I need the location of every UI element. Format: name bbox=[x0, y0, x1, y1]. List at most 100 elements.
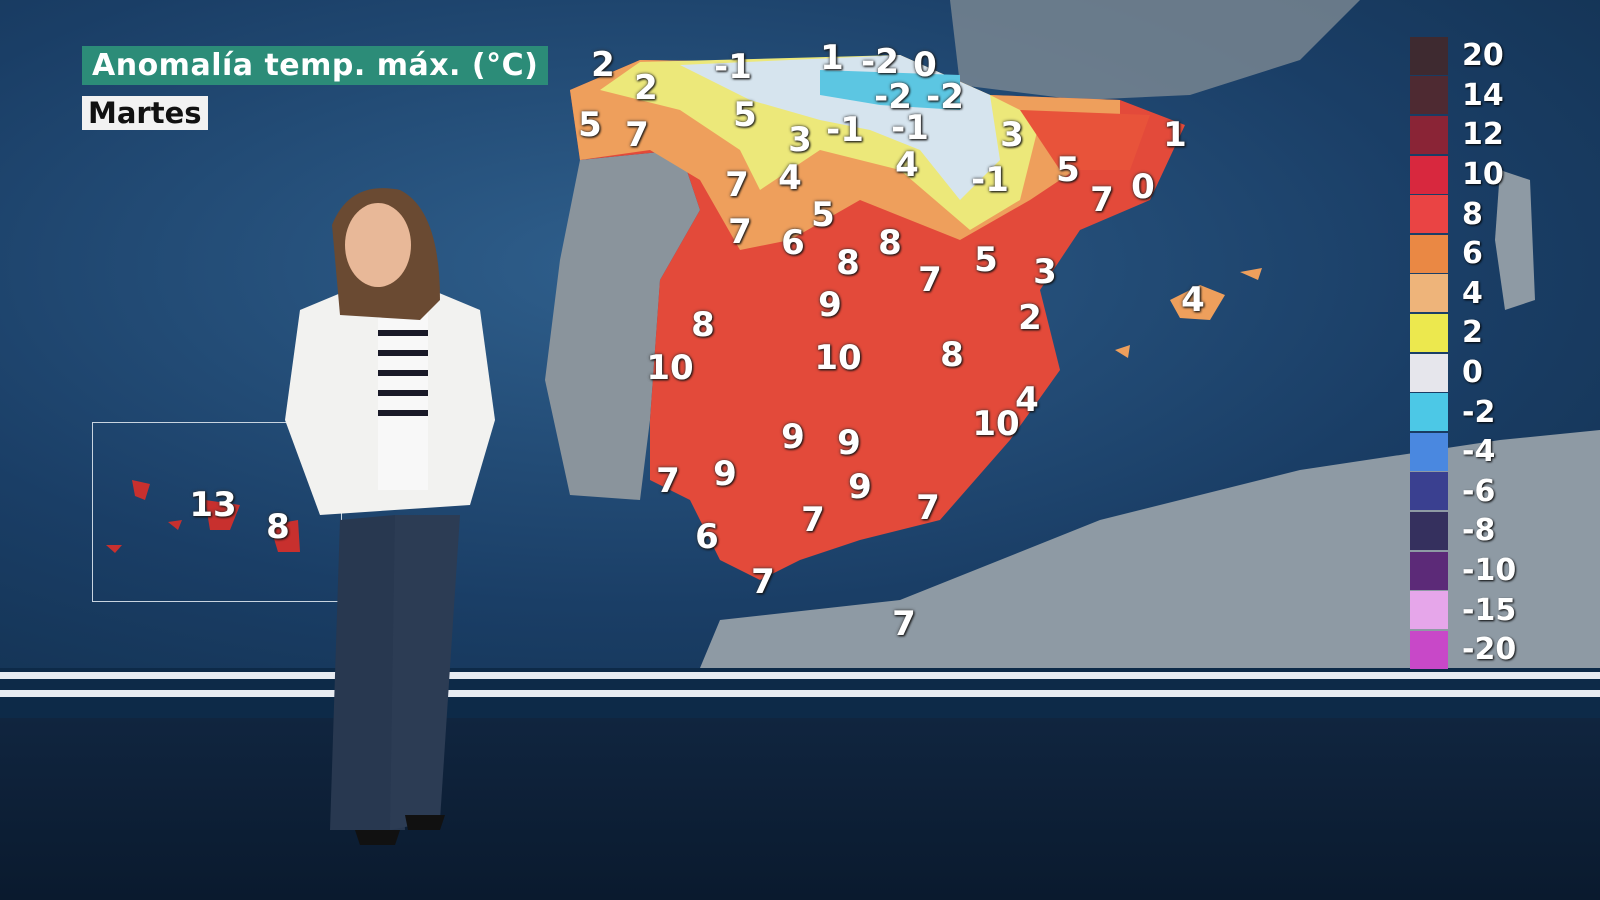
legend-swatch bbox=[1410, 511, 1448, 550]
anomaly-value: 7 bbox=[892, 604, 916, 644]
anomaly-value: 5 bbox=[811, 195, 835, 235]
anomaly-value: 7 bbox=[918, 260, 942, 300]
legend-swatch bbox=[1410, 432, 1448, 471]
legend-row: 8 bbox=[1410, 194, 1540, 234]
anomaly-value: 7 bbox=[625, 115, 649, 155]
balearic-islands bbox=[1115, 268, 1262, 358]
anomaly-value: 5 bbox=[578, 105, 602, 145]
legend-label: 8 bbox=[1462, 196, 1483, 232]
legend-label: 0 bbox=[1462, 355, 1483, 391]
legend-label: 2 bbox=[1462, 315, 1483, 351]
legend-row: -20 bbox=[1410, 630, 1540, 670]
legend-swatch bbox=[1410, 393, 1448, 432]
anomaly-value: 9 bbox=[837, 423, 861, 463]
anomaly-value: 3 bbox=[1033, 252, 1057, 292]
legend-swatch bbox=[1410, 195, 1448, 234]
legend-row: 0 bbox=[1410, 353, 1540, 393]
anomaly-value: 7 bbox=[916, 488, 940, 528]
anomaly-value: 7 bbox=[725, 165, 749, 205]
legend-row: 12 bbox=[1410, 115, 1540, 155]
anomaly-value: 0 bbox=[913, 45, 937, 85]
anomaly-value: 10 bbox=[814, 338, 862, 378]
anomaly-value: 8 bbox=[691, 305, 715, 345]
legend-label: -10 bbox=[1462, 553, 1517, 589]
legend-row: -15 bbox=[1410, 590, 1540, 630]
anomaly-value: 2 bbox=[1018, 298, 1042, 338]
legend-row: -6 bbox=[1410, 472, 1540, 512]
map-graphic bbox=[106, 0, 1600, 668]
anomaly-value: -2 bbox=[926, 77, 964, 117]
anomaly-value: -2 bbox=[874, 77, 912, 117]
legend-row: -10 bbox=[1410, 551, 1540, 591]
legend-row: -8 bbox=[1410, 511, 1540, 551]
legend-row: -4 bbox=[1410, 432, 1540, 472]
studio-stripe bbox=[0, 672, 1600, 679]
color-legend: 20 14 12 10 8 6 4 2 0 -2 -4 -6 -8 -10 -15 -20 bbox=[1410, 36, 1540, 670]
anomaly-value: 10 bbox=[972, 404, 1020, 444]
anomaly-value: 9 bbox=[781, 417, 805, 457]
legend-label: -20 bbox=[1462, 632, 1517, 668]
legend-swatch bbox=[1410, 115, 1448, 154]
anomaly-value: 5 bbox=[733, 95, 757, 135]
legend-swatch bbox=[1410, 472, 1448, 511]
anomaly-value: 9 bbox=[818, 285, 842, 325]
legend-swatch bbox=[1410, 36, 1448, 75]
anomaly-value: 4 bbox=[778, 158, 802, 198]
anomaly-value: 3 bbox=[1000, 115, 1024, 155]
anomaly-value: 1 bbox=[1163, 115, 1187, 155]
anomaly-value: 8 bbox=[940, 335, 964, 375]
studio-stripe bbox=[0, 690, 1600, 697]
anomaly-value: 4 bbox=[895, 145, 919, 185]
cantabrian-cyan bbox=[820, 70, 960, 110]
portugal-land bbox=[545, 150, 700, 500]
legend-swatch bbox=[1410, 313, 1448, 352]
anomaly-value: 7 bbox=[751, 562, 775, 602]
legend-swatch bbox=[1410, 234, 1448, 273]
anomaly-value: 4 bbox=[1015, 380, 1039, 420]
legend-swatch bbox=[1410, 630, 1448, 669]
legend-label: -8 bbox=[1462, 513, 1496, 549]
legend-label: 4 bbox=[1462, 275, 1483, 311]
anomaly-value: 0 bbox=[1131, 167, 1155, 207]
studio-floor-reflection bbox=[0, 718, 1600, 900]
anomaly-value: 9 bbox=[713, 454, 737, 494]
anomaly-value: 7 bbox=[656, 461, 680, 501]
anomaly-value: 8 bbox=[266, 507, 290, 547]
legend-label: -2 bbox=[1462, 394, 1496, 430]
anomaly-value: -2 bbox=[861, 42, 899, 82]
anomaly-value: 8 bbox=[878, 223, 902, 263]
anomaly-value: -1 bbox=[891, 108, 929, 148]
anomaly-value: 5 bbox=[1056, 150, 1080, 190]
legend-row: 20 bbox=[1410, 36, 1540, 76]
africa-land bbox=[700, 430, 1600, 668]
legend-label: 10 bbox=[1462, 157, 1504, 193]
legend-swatch bbox=[1410, 353, 1448, 392]
anomaly-value: -1 bbox=[971, 160, 1009, 200]
legend-swatch bbox=[1410, 551, 1448, 590]
map-title: Anomalía temp. máx. (°C) bbox=[82, 46, 549, 85]
anomaly-value: 7 bbox=[728, 212, 752, 252]
catalonia-warm bbox=[1020, 110, 1150, 170]
sardinia-land bbox=[1495, 170, 1535, 310]
legend-swatch bbox=[1410, 274, 1448, 313]
legend-row: 6 bbox=[1410, 234, 1540, 274]
anomaly-value: 7 bbox=[1090, 180, 1114, 220]
anomaly-value: 9 bbox=[848, 467, 872, 507]
canary-islands bbox=[106, 480, 300, 553]
anomaly-value: 6 bbox=[695, 517, 719, 557]
legend-swatch bbox=[1410, 155, 1448, 194]
anomaly-value: 7 bbox=[801, 500, 825, 540]
anomaly-value: 4 bbox=[1181, 280, 1205, 320]
anomaly-value: 10 bbox=[646, 348, 694, 388]
anomaly-value: 5 bbox=[974, 240, 998, 280]
legend-swatch bbox=[1410, 591, 1448, 630]
legend-swatch bbox=[1410, 76, 1448, 115]
france-land bbox=[950, 0, 1360, 100]
legend-row: 2 bbox=[1410, 313, 1540, 353]
legend-row: 14 bbox=[1410, 76, 1540, 116]
legend-label: -6 bbox=[1462, 473, 1496, 509]
legend-row: 10 bbox=[1410, 155, 1540, 195]
weather-map-screen: Anomalía temp. máx. (°C) Martes 2 2 5 7 -1 1-… bbox=[0, 0, 1600, 670]
legend-label: -4 bbox=[1462, 434, 1496, 470]
legend-label: 12 bbox=[1462, 117, 1504, 153]
